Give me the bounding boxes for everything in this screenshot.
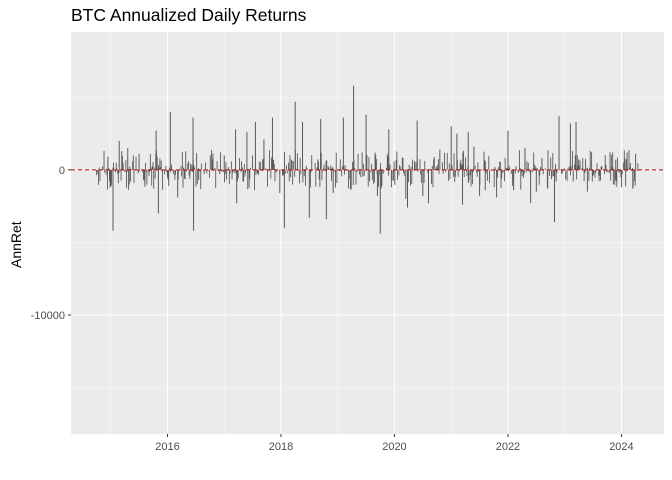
x-tick-label: 2018 [269, 441, 293, 453]
y-tick-label: -10000 [31, 310, 65, 322]
x-tick-label: 2024 [609, 441, 633, 453]
x-tick-label: 2020 [382, 441, 406, 453]
axes: 2016 2018 2020 2022 2024 -10000 0 [31, 165, 634, 453]
x-tick-label: 2016 [155, 441, 179, 453]
chart-title: BTC Annualized Daily Returns [71, 5, 307, 25]
y-tick-label: 0 [59, 165, 65, 177]
x-tick-label: 2022 [496, 441, 520, 453]
plot-panel [71, 32, 664, 434]
